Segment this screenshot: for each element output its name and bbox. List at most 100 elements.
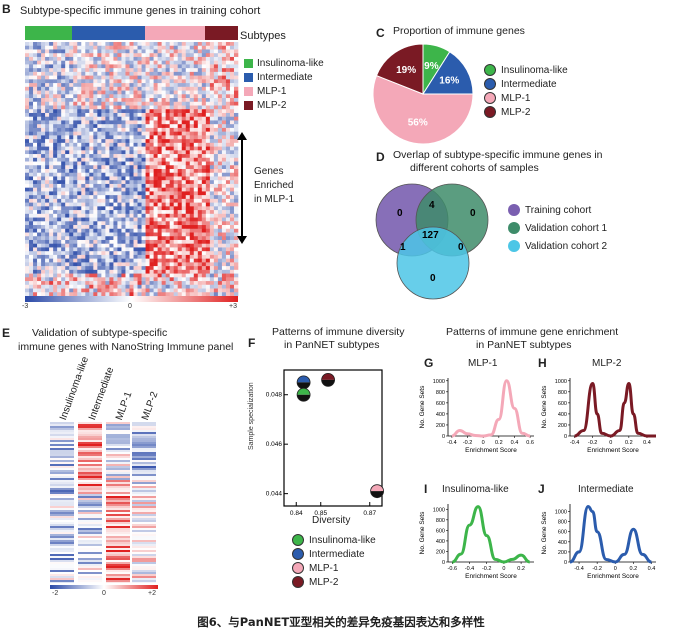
heatmap-cell xyxy=(225,187,231,192)
heatmap-cell xyxy=(173,277,179,282)
heatmap-cell xyxy=(29,281,34,286)
heatmap-cell xyxy=(149,105,154,110)
heatmap-cell xyxy=(132,558,156,561)
heatmap-cell xyxy=(169,228,174,233)
heatmap-cell xyxy=(53,139,58,144)
heatmap-cell xyxy=(129,284,134,289)
heatmap-cell xyxy=(217,228,223,233)
heatmap-cell xyxy=(149,42,154,47)
heatmap-cell xyxy=(137,142,142,147)
heatmap-cell xyxy=(141,251,146,256)
heatmap-cell xyxy=(149,124,154,129)
heatmap-cell xyxy=(197,146,203,151)
heatmap-cell xyxy=(117,112,122,118)
heatmap-cell xyxy=(109,206,114,211)
heatmap-cell xyxy=(129,124,134,129)
heatmap-cell xyxy=(161,217,166,222)
heatmap-cell xyxy=(101,292,106,297)
heatmap-cell xyxy=(41,139,46,144)
heatmap-cell xyxy=(78,440,102,443)
heatmap-cell xyxy=(153,213,158,218)
heatmap-cell xyxy=(65,281,70,286)
heatmap-cell xyxy=(101,169,106,174)
heatmap-cell xyxy=(105,83,110,88)
heatmap-cell xyxy=(169,262,174,267)
heatmap-cell xyxy=(233,161,239,166)
heatmap-cell xyxy=(78,510,102,513)
heatmap-cell xyxy=(189,98,195,103)
heatmap-cell xyxy=(61,243,66,248)
heatmap-cell xyxy=(221,131,227,136)
heatmap-cell xyxy=(25,202,30,207)
heatmap-cell xyxy=(37,83,42,88)
heatmap-cell xyxy=(137,292,142,297)
heatmap-cell xyxy=(109,277,114,282)
heatmap-cell xyxy=(89,254,94,259)
heatmap-cell xyxy=(157,79,162,84)
heatmap-cell xyxy=(213,90,219,95)
heatmap-cell xyxy=(53,86,58,91)
heatmap-cell xyxy=(73,225,78,230)
heatmap-cell xyxy=(193,142,199,147)
heatmap-cell xyxy=(37,206,42,211)
heatmap-cell xyxy=(85,101,90,106)
heatmap-cell xyxy=(117,109,122,114)
heatmap-cell xyxy=(117,284,122,289)
heatmap-cell xyxy=(169,258,174,263)
heatmap-cell xyxy=(169,135,174,140)
heatmap-cell xyxy=(169,180,174,185)
heatmap-cell xyxy=(41,71,46,76)
xtick-label: 0.4 xyxy=(643,440,651,446)
heatmap-cell xyxy=(73,45,78,50)
heatmap-cell xyxy=(25,150,30,155)
heatmap-cell xyxy=(105,42,110,47)
heatmap-cell xyxy=(106,502,130,505)
heatmap-cell xyxy=(137,105,142,110)
heatmap-cell xyxy=(132,576,156,579)
heatmap-cell xyxy=(165,225,170,230)
heatmap-cell xyxy=(217,176,223,181)
heatmap-cell xyxy=(181,94,187,99)
heatmap-cell xyxy=(109,292,114,297)
heatmap-cell xyxy=(137,180,142,185)
heatmap-cell xyxy=(41,187,46,192)
heatmap-cell xyxy=(77,236,82,241)
heatmap-cell xyxy=(157,150,162,155)
heatmap-cell xyxy=(129,232,134,237)
heatmap-cell xyxy=(50,478,74,481)
f-xtick-label: 0.85 xyxy=(314,510,327,517)
heatmap-cell xyxy=(133,210,138,215)
heatmap-cell xyxy=(53,183,58,188)
heatmap-cell xyxy=(205,124,211,129)
heatmap-cell xyxy=(109,60,114,65)
heatmap-cell xyxy=(53,258,58,263)
heatmap-cell xyxy=(129,101,134,106)
heatmap-cell xyxy=(50,522,74,525)
heatmap-cell xyxy=(141,247,146,252)
heatmap-cell xyxy=(141,142,146,147)
heatmap-cell xyxy=(65,228,70,233)
heatmap-cell xyxy=(133,139,138,144)
heatmap-cell xyxy=(153,217,158,222)
heatmap-cell xyxy=(37,86,42,91)
heatmap-cell xyxy=(233,266,239,271)
heatmap-cell xyxy=(197,120,203,125)
heatmap-cell xyxy=(106,434,130,437)
ytick-label: 200 xyxy=(558,550,567,556)
heatmap-cell xyxy=(201,124,207,129)
heatmap-cell xyxy=(209,254,215,259)
heatmap-cell xyxy=(49,135,54,140)
heatmap-cell xyxy=(149,86,154,91)
legend-dot xyxy=(292,576,304,588)
heatmap-cell xyxy=(109,225,114,230)
heatmap-cell xyxy=(125,206,130,211)
heatmap-cell xyxy=(189,210,195,215)
heatmap-cell xyxy=(53,210,58,215)
heatmap-cell xyxy=(185,232,191,237)
heatmap-cell xyxy=(78,514,102,517)
heatmap-cell xyxy=(209,195,215,200)
heatmap-cell xyxy=(93,157,98,162)
heatmap-cell xyxy=(37,202,42,207)
heatmap-cell xyxy=(193,269,199,274)
